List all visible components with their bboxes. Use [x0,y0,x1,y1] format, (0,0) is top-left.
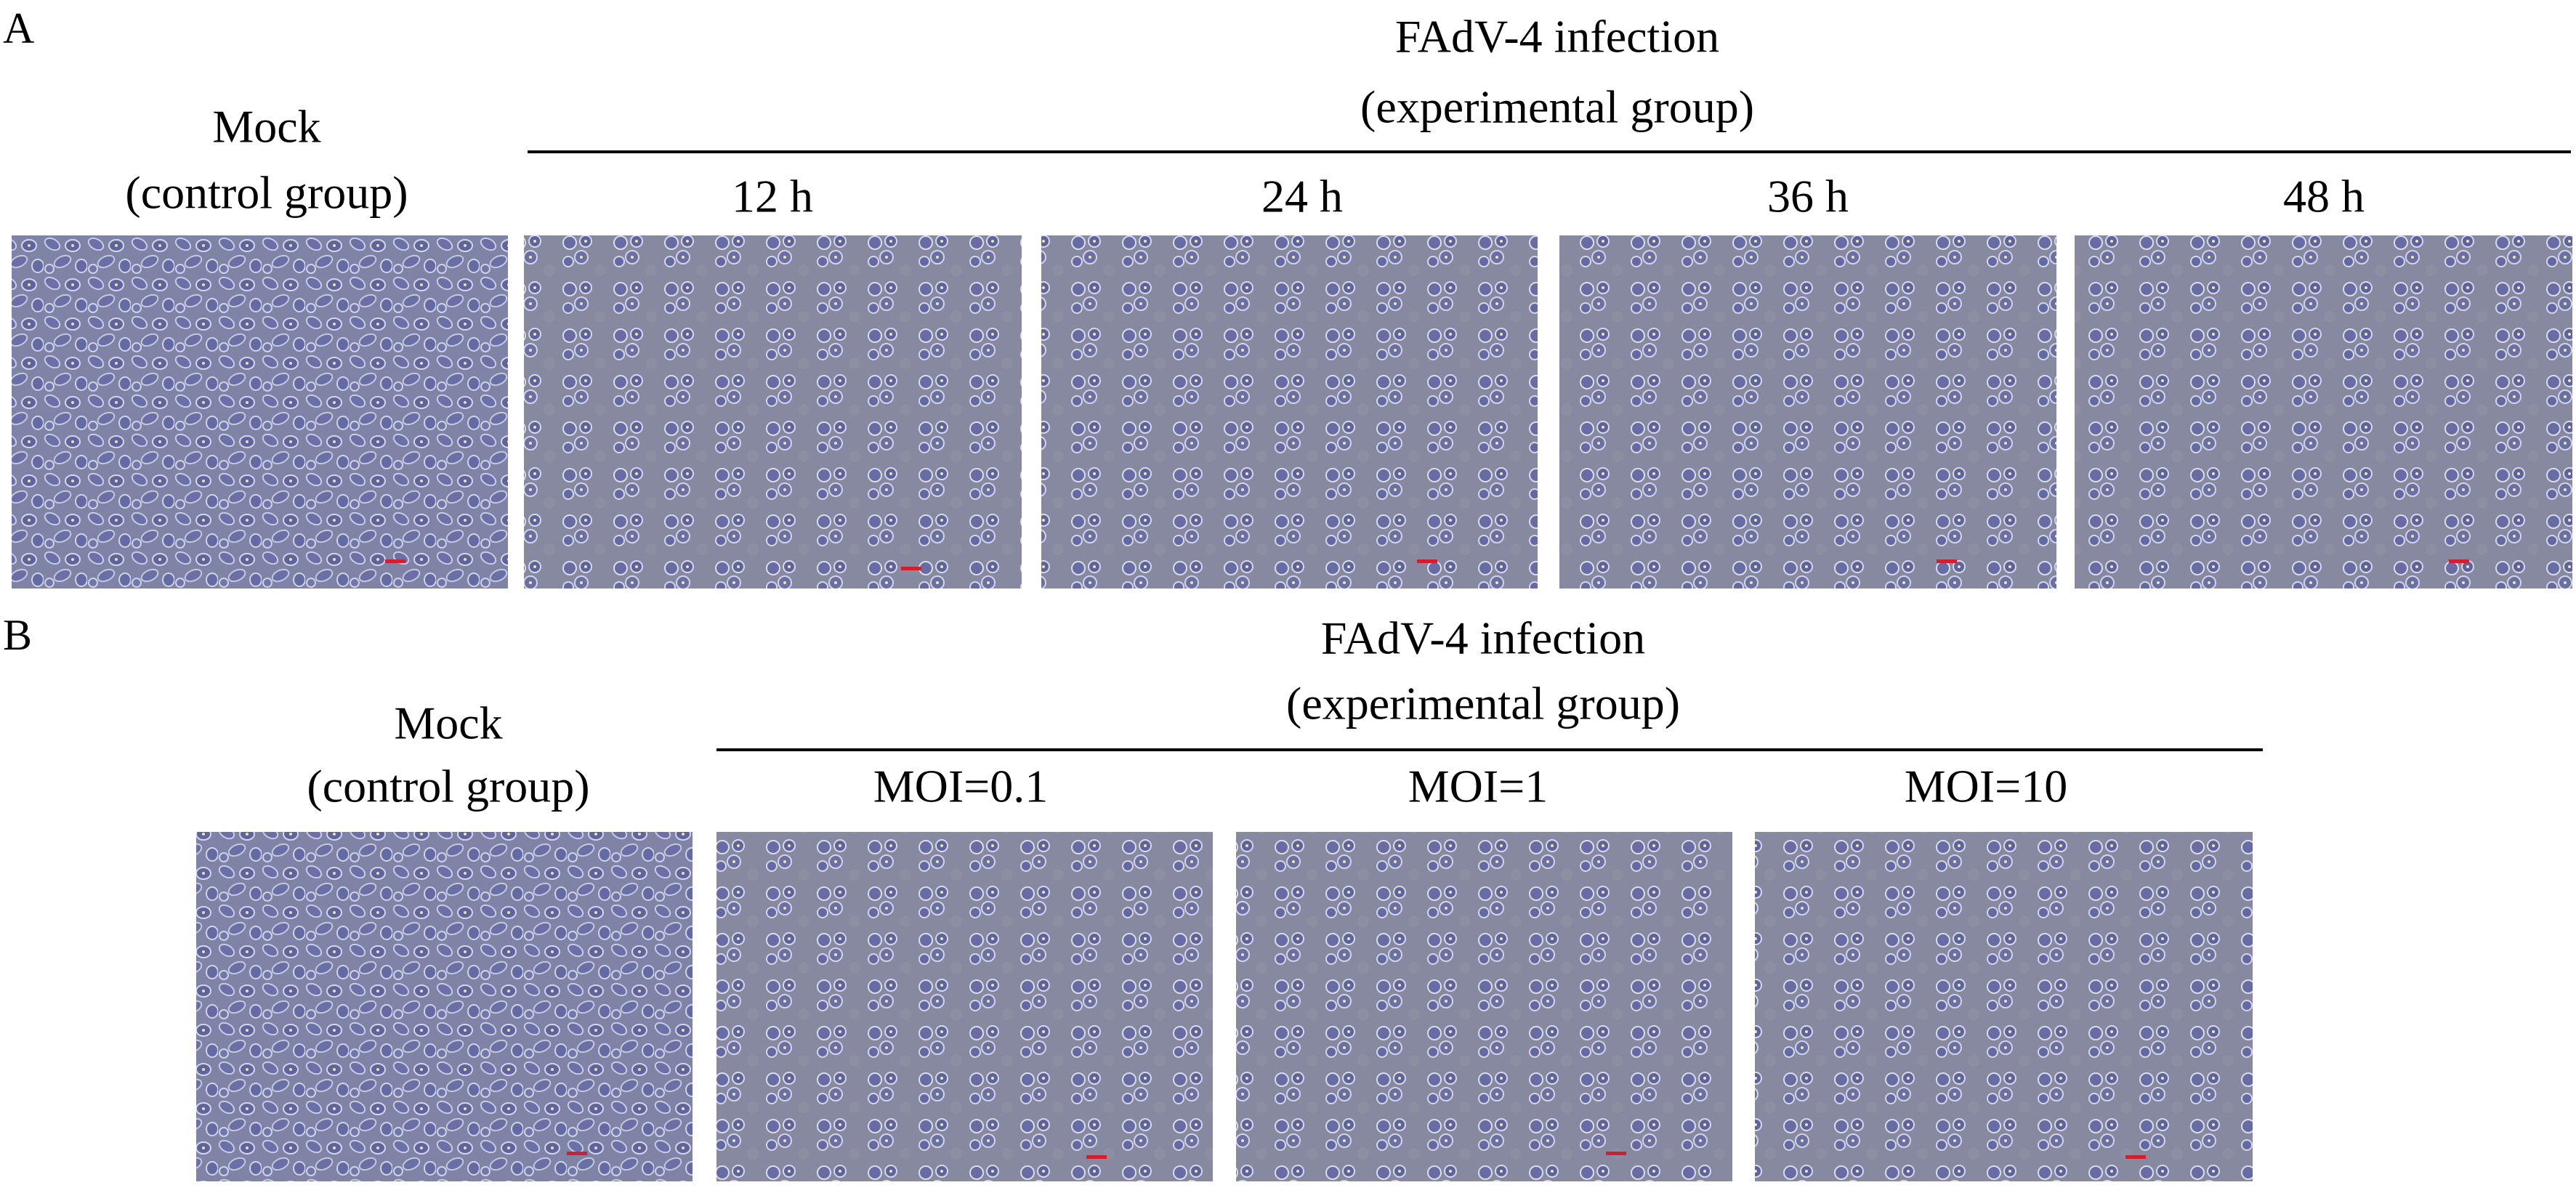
scale-bar [2449,559,2469,563]
condition-label: 48 h [2283,171,2365,222]
condition-label: MOI=10 [1905,761,2068,812]
micrograph [524,235,1022,589]
scale-bar [1606,1152,1626,1155]
condition-label: 12 h [732,171,813,222]
condition-label: 24 h [1261,171,1343,222]
control-title: Mock [394,697,502,749]
micrograph [1755,832,2253,1181]
control-title: Mock [212,101,320,153]
group-title: FAdV-4 infection [1321,612,1645,664]
scale-bar [901,567,921,570]
condition-label: MOI=1 [1408,761,1549,812]
micrograph [2075,235,2572,589]
micrograph [716,832,1213,1181]
group-subtitle: (experimental group) [1286,678,1680,729]
control-subtitle: (control group) [307,761,589,812]
panel-label: B [3,611,32,659]
scale-bar [2125,1155,2146,1159]
panel-label: A [3,4,34,52]
control-subtitle: (control group) [125,167,408,219]
micrograph [1559,235,2056,589]
micrograph [1236,832,1732,1181]
scale-bar [1086,1155,1107,1159]
micrograph [12,235,508,589]
scale-bar [385,559,405,563]
scale-bar [1937,559,1957,563]
group-subtitle: (experimental group) [1360,81,1754,133]
condition-label: 36 h [1767,171,1849,222]
micrograph [196,832,693,1181]
scale-bar [567,1152,587,1155]
micrograph [1041,235,1538,589]
group-title: FAdV-4 infection [1395,11,1719,62]
condition-label: MOI=0.1 [873,761,1049,812]
scale-bar [1417,559,1437,563]
